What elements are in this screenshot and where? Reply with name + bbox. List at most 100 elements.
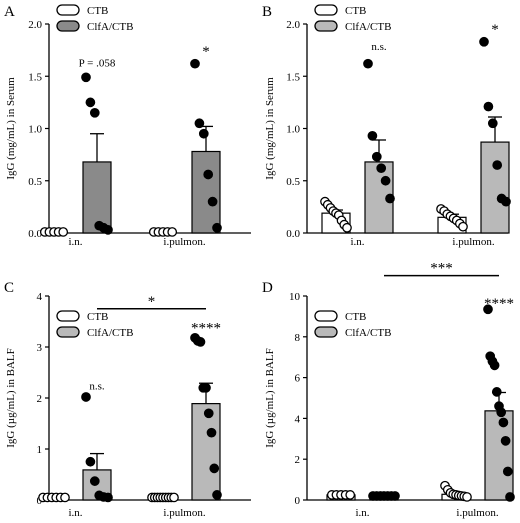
legend-swatch (314, 4, 338, 16)
y-axis-label: IgG (µg/mL) in BALF (264, 348, 276, 448)
data-point (201, 382, 211, 393)
data-point (376, 163, 387, 174)
y-tick-label: 0.5 (28, 176, 42, 188)
significance-label: n.s. (371, 41, 387, 53)
x-tick-label: i.n. (355, 507, 369, 519)
data-point (58, 227, 69, 237)
bar (484, 410, 514, 501)
legend: CTB ClfA/CTB (56, 310, 133, 339)
data-point (496, 407, 507, 418)
data-point (167, 227, 178, 237)
data-point (203, 408, 214, 419)
data-point (483, 101, 494, 112)
legend-swatch (56, 326, 80, 338)
bar (191, 150, 221, 234)
data-point (491, 387, 502, 397)
data-point (458, 221, 468, 232)
y-tick-label: 0 (37, 495, 43, 507)
data-point (483, 304, 493, 315)
data-point (371, 151, 382, 162)
legend-swatch (56, 310, 80, 322)
data-point (212, 490, 222, 500)
legend-swatch (56, 20, 80, 32)
y-tick-label: 6 (295, 373, 301, 385)
data-point (479, 36, 489, 47)
chart-panel-d: D 0 2 4 6 8 10 IgG (µg/mL) in BALF i.n. i.pulmon.… (262, 261, 515, 519)
y-tick-label: 1.5 (28, 71, 42, 83)
x-tick-label: i.pulmon. (163, 236, 205, 248)
y-tick-label: 0.0 (28, 228, 42, 240)
y-tick-label: 10 (289, 291, 301, 303)
data-point (203, 169, 214, 180)
bar (191, 403, 221, 501)
data-point (487, 118, 498, 129)
legend-entry: CTB (87, 311, 108, 323)
x-tick-label: i.pulmon. (456, 507, 498, 519)
bracket-label: * (148, 294, 156, 310)
data-point (380, 175, 391, 186)
significance-label: * (202, 44, 210, 60)
legend-entry: ClfA/CTB (345, 21, 391, 33)
data-point (502, 466, 513, 477)
bracket-label: *** (430, 261, 453, 277)
significance-label: * (491, 22, 499, 38)
y-tick-label: 2.0 (286, 19, 300, 31)
data-point (385, 193, 395, 204)
data-point (89, 107, 100, 118)
y-tick-label: 3 (37, 342, 43, 354)
data-point (505, 492, 515, 502)
data-point (89, 476, 100, 486)
y-tick-label: 4 (37, 291, 43, 303)
y-tick-label: 2 (295, 454, 301, 466)
legend-swatch (314, 326, 338, 338)
data-point (85, 456, 96, 467)
data-point (342, 222, 352, 233)
data-point (492, 160, 503, 170)
y-tick-label: 1.0 (286, 124, 300, 136)
y-tick-label: 1.0 (28, 124, 42, 136)
panel-letter: A (4, 4, 15, 20)
legend: CTB ClfA/CTB (56, 4, 133, 33)
data-point (501, 196, 511, 207)
data-point (212, 222, 222, 233)
data-point (198, 128, 209, 139)
y-tick-label: 4 (295, 413, 301, 425)
chart-panel-a: A 0.0 0.5 1.0 1.5 2.0 IgG (mg/mL) in Serum i.n.… (4, 4, 251, 248)
significance-label: **** (191, 321, 221, 337)
data-point (489, 360, 500, 371)
data-point (103, 492, 113, 503)
data-point (60, 492, 70, 503)
data-point (390, 491, 400, 501)
y-tick-label: 1 (37, 444, 43, 456)
x-tick-label: i.n. (68, 236, 82, 248)
data-point (367, 130, 378, 141)
y-tick-label: 2 (37, 393, 43, 405)
significance-label: n.s. (89, 380, 105, 392)
legend-entry: ClfA/CTB (87, 327, 133, 339)
data-point (190, 58, 200, 69)
data-point (81, 72, 91, 83)
data-point (462, 492, 472, 502)
x-tick-label: i.pulmon. (452, 236, 494, 248)
y-tick-label: 8 (295, 332, 301, 344)
data-point (209, 463, 220, 474)
data-point (195, 337, 206, 347)
data-point (500, 435, 511, 446)
y-tick-label: 2.0 (28, 19, 42, 31)
y-tick-label: 1.5 (286, 71, 300, 83)
legend-entry: CTB (87, 5, 108, 17)
y-tick-label: 0.0 (286, 228, 300, 240)
y-tick-label: 0 (295, 495, 301, 507)
legend-swatch (314, 20, 338, 32)
y-axis-label: IgG (mg/mL) in Serum (5, 77, 17, 180)
chart-panel-c: C 0 1 2 3 4 IgG (µg/mL) in BALF i.n. i.pulmon. n.… (4, 280, 251, 519)
data-point (206, 427, 217, 438)
y-axis-label: IgG (µg/mL) in BALF (5, 348, 17, 448)
data-point (498, 417, 509, 428)
legend-swatch (314, 310, 338, 322)
legend-entry: CTB (345, 311, 366, 323)
panel-letter: D (262, 280, 273, 296)
x-tick-label: i.pulmon. (163, 507, 205, 519)
y-axis-label: IgG (mg/mL) in Serum (264, 77, 276, 180)
